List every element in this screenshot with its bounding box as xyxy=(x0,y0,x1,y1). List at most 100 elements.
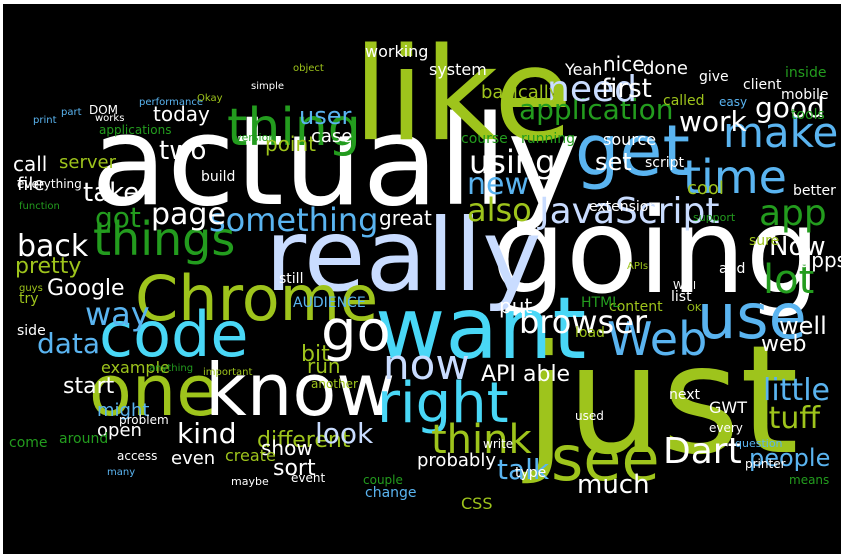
word: API xyxy=(481,362,516,387)
word: show xyxy=(261,436,313,460)
word: called xyxy=(663,93,705,109)
word: side xyxy=(17,323,46,339)
word: using xyxy=(469,143,556,181)
word: Web xyxy=(607,312,708,366)
word: access xyxy=(117,449,158,463)
word: might xyxy=(97,400,150,421)
word: think xyxy=(431,417,532,463)
word: tools xyxy=(791,107,825,123)
word: things xyxy=(93,212,236,266)
word: new xyxy=(467,167,530,202)
word: source xyxy=(603,130,657,149)
word: want xyxy=(375,279,587,379)
word: pretty xyxy=(15,254,82,279)
word: people xyxy=(749,444,831,472)
word: script xyxy=(645,155,685,171)
word: performance xyxy=(139,97,204,108)
word: GWT xyxy=(709,398,747,417)
word: many xyxy=(107,467,136,478)
word: even xyxy=(171,448,216,469)
word: sort xyxy=(273,456,316,481)
word: still xyxy=(279,271,304,287)
word: one xyxy=(89,350,220,432)
word: talk xyxy=(497,453,550,486)
word: sure xyxy=(749,233,780,249)
word: way xyxy=(85,295,150,333)
word: going xyxy=(491,182,821,320)
word: something xyxy=(209,201,379,239)
word: guys xyxy=(19,283,43,294)
word: take xyxy=(83,178,140,208)
word: APIs xyxy=(627,261,649,272)
word: version xyxy=(235,131,276,144)
word: app xyxy=(759,193,827,234)
word: part xyxy=(61,107,82,118)
word: Google xyxy=(47,276,125,301)
word: cool xyxy=(687,178,724,199)
word: get xyxy=(575,110,690,192)
word: CSS xyxy=(461,494,493,513)
word: application xyxy=(519,93,674,126)
word: try xyxy=(19,291,39,307)
word: function xyxy=(19,201,60,212)
word: DOM xyxy=(89,103,119,117)
word: web xyxy=(761,332,807,357)
word: able xyxy=(523,362,571,387)
word: content xyxy=(609,299,663,315)
word: AUDIENCE xyxy=(293,295,366,311)
word: give xyxy=(699,69,729,85)
word: Yeah xyxy=(565,60,603,79)
word: around xyxy=(59,431,109,447)
word: easy xyxy=(719,95,748,109)
word: every xyxy=(709,421,743,435)
word: probably xyxy=(417,450,496,471)
word: support xyxy=(693,211,736,224)
word: make xyxy=(723,108,839,157)
word: point xyxy=(265,132,317,156)
word: today xyxy=(153,102,210,126)
word: Now xyxy=(769,232,826,262)
word: build xyxy=(201,169,236,185)
word: case xyxy=(311,126,353,147)
word: code xyxy=(99,298,249,371)
word: create xyxy=(225,446,276,465)
word: event xyxy=(291,471,326,485)
word: different xyxy=(257,428,351,453)
word: actually xyxy=(91,90,581,234)
word: anything xyxy=(149,363,194,374)
word: two xyxy=(159,136,207,166)
word: Okay xyxy=(197,93,223,104)
word: maybe xyxy=(231,475,269,488)
word: kind xyxy=(177,417,237,450)
word: add xyxy=(719,261,746,277)
word: data xyxy=(37,327,101,360)
word: little xyxy=(763,373,830,408)
word: change xyxy=(365,485,417,501)
word: important xyxy=(203,367,253,378)
word: lot xyxy=(763,257,815,303)
word: server xyxy=(59,152,116,173)
word: example xyxy=(101,358,170,377)
word: another xyxy=(311,377,358,391)
word: start xyxy=(63,374,115,399)
word: user xyxy=(299,102,352,130)
word: like xyxy=(353,21,573,170)
word: see xyxy=(551,422,660,495)
word: Dart xyxy=(663,431,742,472)
word: call xyxy=(13,152,48,176)
word: look xyxy=(315,417,374,450)
word: really xyxy=(265,197,542,314)
word: write xyxy=(483,437,514,451)
word: come xyxy=(9,435,48,451)
word: know xyxy=(205,348,396,432)
word: great xyxy=(379,206,432,230)
word: applications xyxy=(99,123,172,137)
word: question xyxy=(735,437,783,450)
word: running xyxy=(521,131,576,147)
word: much xyxy=(577,470,650,500)
word: well xyxy=(779,312,827,340)
word: next xyxy=(669,387,701,403)
word: HTML xyxy=(581,295,620,311)
word: put xyxy=(499,294,533,318)
word: everything xyxy=(17,177,82,191)
